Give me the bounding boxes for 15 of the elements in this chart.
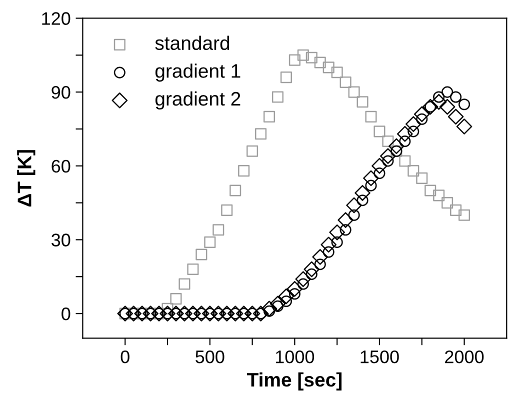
y-tick-label: 60 <box>52 160 70 173</box>
x-tick-label: 0 <box>120 350 130 364</box>
legend-label: gradient 1 <box>155 64 240 82</box>
y-axis-title: ΔT [K] <box>17 150 36 207</box>
x-tick-label: 1500 <box>360 350 399 364</box>
x-tick-label: 2000 <box>445 350 484 364</box>
y-tick-label: 120 <box>42 12 70 25</box>
legend-label: gradient 2 <box>155 91 240 110</box>
x-axis-title: Time [sec] <box>246 372 342 390</box>
y-tick-label: 30 <box>52 234 70 246</box>
x-tick-label: 500 <box>196 350 224 364</box>
y-tick-label: 90 <box>52 86 70 99</box>
x-tick-label: 1000 <box>276 350 314 364</box>
legend-label: standard <box>155 36 230 50</box>
y-tick-label: 0 <box>62 308 70 320</box>
